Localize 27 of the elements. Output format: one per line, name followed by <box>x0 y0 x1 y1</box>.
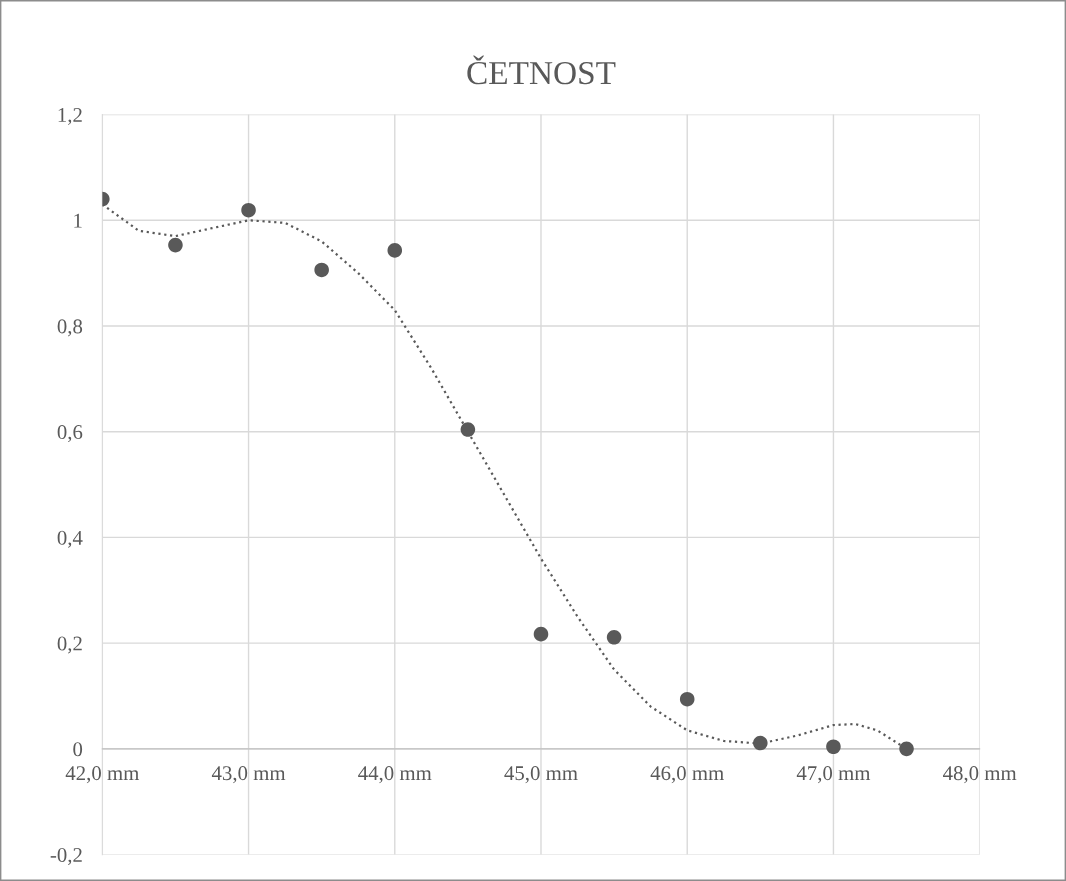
x-tick-label: 43,0 mm <box>211 766 286 784</box>
y-tick-label: 0,4 <box>57 530 83 548</box>
point <box>753 735 768 751</box>
x-tick-label: 45,0 mm <box>504 766 578 784</box>
y-tick-label: 1 <box>74 213 82 228</box>
point <box>168 237 183 253</box>
y-tick-label: 1,2 <box>58 107 82 125</box>
y-tick-label: -0,2 <box>50 847 82 865</box>
point <box>606 630 622 645</box>
y-tick-label: 0,8 <box>57 319 83 337</box>
y-tick-label: 0 <box>73 742 83 757</box>
y-tick-label: 0,2 <box>57 636 82 654</box>
point <box>241 202 256 218</box>
point <box>826 739 841 755</box>
chart-title: ČETNOST <box>467 55 616 85</box>
x-tick-label: 46,0 mm <box>650 766 724 784</box>
point <box>533 626 549 642</box>
x-tick-label: 47,0 mm <box>796 766 871 784</box>
point <box>387 243 403 258</box>
x-tick-label: 48,0 mm <box>943 766 1017 784</box>
point <box>460 422 476 437</box>
y-tick-label: 0,6 <box>57 425 83 443</box>
x-tick-label: 42,0 mm <box>65 766 140 784</box>
point <box>899 741 914 757</box>
x-tick-label: 44,0 mm <box>358 766 432 784</box>
point <box>314 262 329 278</box>
point <box>679 691 695 707</box>
